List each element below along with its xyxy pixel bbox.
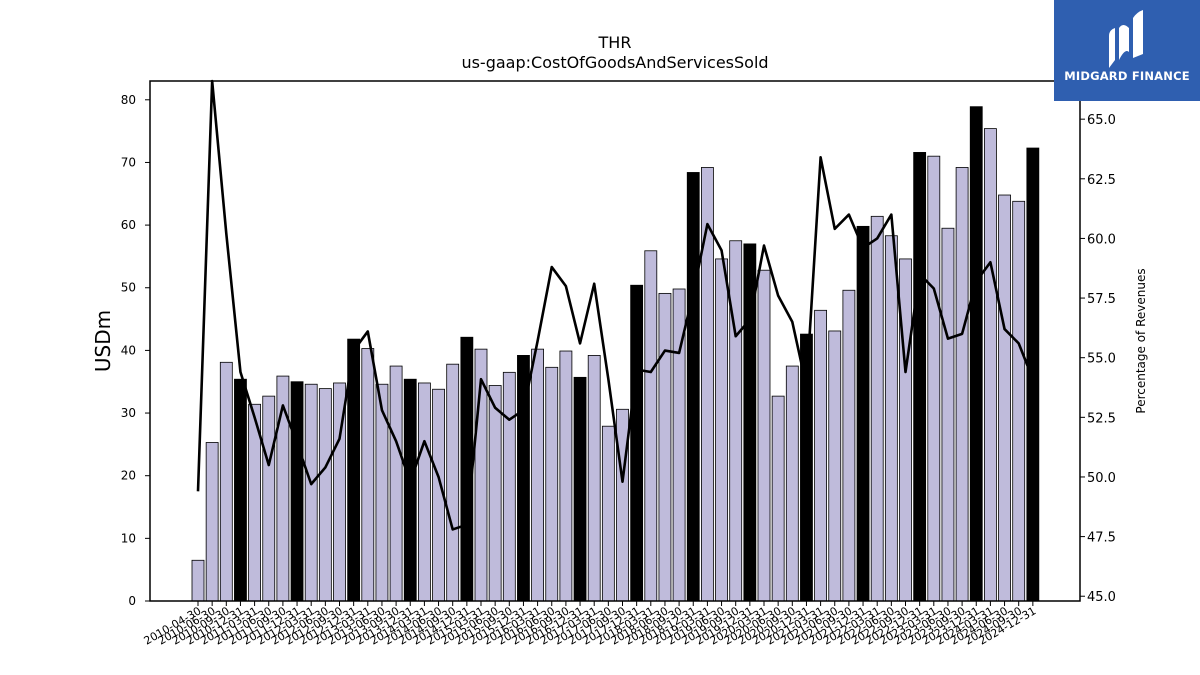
right-y-tick-label: 55.0 [1087,352,1116,367]
bar [205,442,219,602]
chart-subtitle: us-gaap:CostOfGoodsAndServicesSold [461,53,768,72]
bar [488,385,502,602]
y-tick-label: 80 [121,93,136,107]
bar [290,381,304,602]
y-tick-label: 50 [121,281,136,295]
bar [304,383,318,602]
right-y-axis-label: Percentage of Revenues [1134,268,1148,413]
bar [842,289,856,602]
bar [191,559,205,602]
bar [559,350,573,602]
percentage-line-series [196,79,1035,531]
bar [531,348,544,602]
bar [417,382,431,602]
bar [828,330,842,602]
y-tick-label: 70 [121,155,136,169]
bar [927,155,941,602]
bar [502,371,516,602]
right-y-tick-label: 47.5 [1087,531,1116,546]
bar [1012,200,1026,602]
bar [403,378,417,602]
bar [318,388,332,602]
right-y-tick-label: 45.0 [1087,590,1116,605]
y-tick-label: 0 [128,594,136,608]
chart-title: THR [598,33,632,52]
y-tick-label: 30 [121,406,136,420]
bar [644,250,658,602]
plot-frame [149,80,1081,602]
bar [686,172,700,602]
bar [234,378,247,602]
bar [913,152,927,602]
y-tick-label: 10 [121,531,136,545]
bar [616,408,629,602]
bar [998,194,1011,602]
bar [573,376,587,602]
bar [601,425,615,602]
bar [771,395,785,602]
right-y-tick-label: 52.5 [1087,411,1116,426]
y-tick-label: 40 [121,343,136,357]
bar [545,366,559,602]
bar [219,361,233,602]
bar [870,215,884,602]
brand-name: MIDGARD FINANCE [1064,69,1190,83]
bar-series [191,106,1040,602]
bar [729,240,743,602]
bar [984,128,997,602]
y-axis-label: USDm [91,310,115,372]
right-y-tick-label: 50.0 [1087,471,1116,486]
bar [389,365,403,602]
bar [1026,147,1040,602]
bar [856,225,870,602]
right-y-tick-label: 62.5 [1087,173,1116,188]
y-tick-label: 20 [121,469,136,483]
bar [814,309,827,602]
bar [757,269,771,602]
midgard-logo-icon [1109,10,1143,68]
bar [658,292,672,602]
bar [630,284,644,602]
percentage-line [196,79,1035,531]
bar [446,363,460,602]
right-y-tick-label: 60.0 [1087,232,1116,247]
bar [899,258,912,602]
right-y-tick-label: 65.0 [1087,113,1116,128]
bar [884,235,898,602]
bar [715,258,728,602]
right-y-tick-label: 57.5 [1087,292,1116,307]
bar [969,106,983,602]
left-y-axis: 0 10 20 30 40 50 60 70 80 [121,93,150,608]
bar [941,227,955,602]
bar [361,348,375,602]
bar [955,167,969,602]
x-axis: 2010-04-302010-06-302010-09-302010-12-31… [142,601,1038,648]
bar [587,355,601,602]
bar [785,365,799,602]
right-y-axis: 45.0 47.5 50.0 52.5 55.0 57.5 60.0 62.5 65.0 [1080,113,1116,605]
y-tick-label: 60 [121,218,136,232]
bar [262,395,276,602]
brand-logo: MIDGARD FINANCE [1054,0,1200,101]
